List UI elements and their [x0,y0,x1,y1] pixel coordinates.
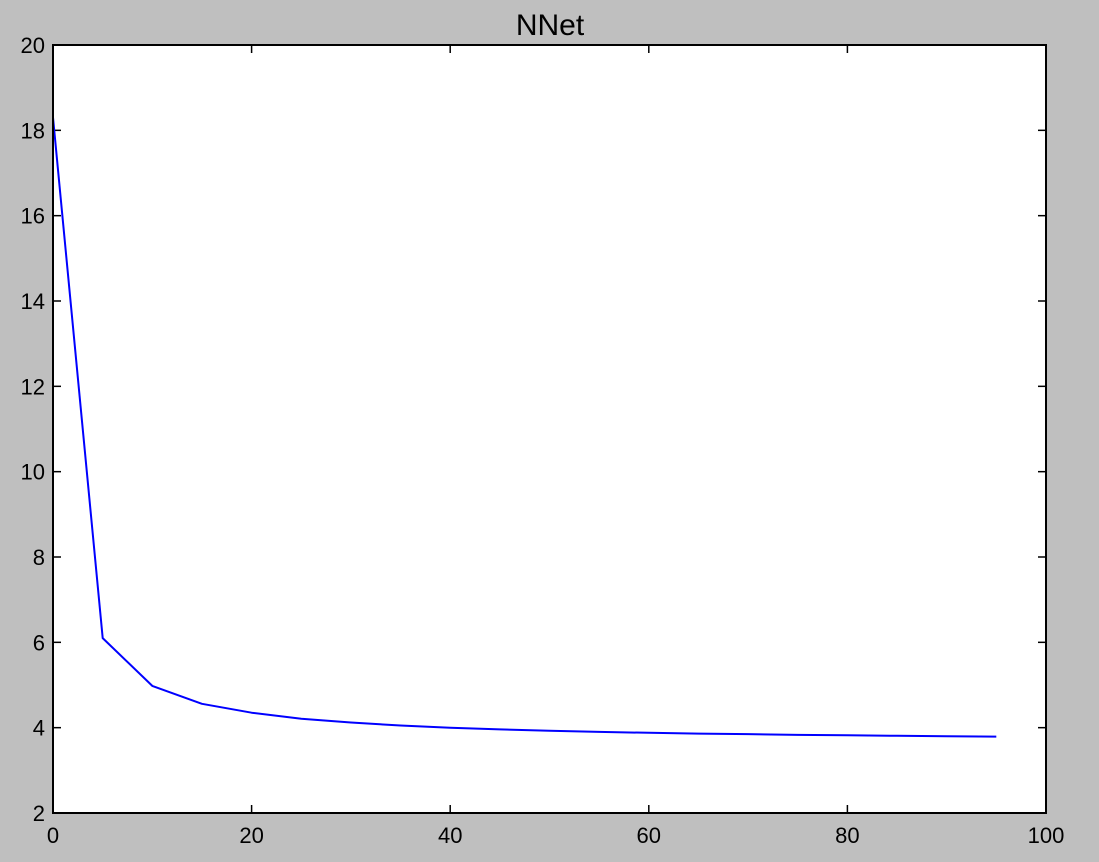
y-tick-label: 4 [33,716,45,741]
y-tick-label: 8 [33,545,45,570]
series-line [52,117,997,738]
y-tick-label: 10 [21,460,45,485]
axis-tick-labels: 0 20 40 60 80 100 2 4 6 8 10 12 14 16 18 20 [21,33,1065,848]
y-tick-label: 20 [21,33,45,58]
x-tick-label: 0 [47,823,59,848]
y-tick-label: 16 [21,204,45,229]
chart-title: NNet [516,9,585,42]
y-tick-label: 14 [21,289,45,314]
x-tick-label: 100 [1028,823,1065,848]
series-lines [52,117,997,738]
x-tick-label: 40 [438,823,462,848]
y-tick-label: 2 [33,801,45,826]
x-tick-label: 80 [835,823,859,848]
y-tick-label: 18 [21,118,45,143]
plot-area [53,45,1046,813]
x-tick-label: 20 [239,823,263,848]
y-tick-label: 12 [21,374,45,399]
y-tick-label: 6 [33,630,45,655]
x-tick-label: 60 [637,823,661,848]
plot-frame [52,44,1047,814]
